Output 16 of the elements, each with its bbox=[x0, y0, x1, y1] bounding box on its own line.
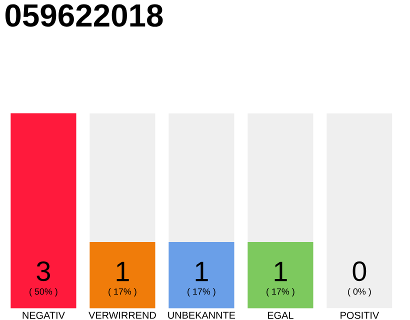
annotation: 0 bbox=[352, 261, 366, 282]
annotation: 1 bbox=[116, 262, 129, 282]
data-label: ( 17% ) bbox=[266, 288, 294, 296]
data-label: ( 50% ) bbox=[30, 288, 58, 296]
x-tick-label: VERWIRREND bbox=[88, 312, 156, 319]
data-label: ( 0% ) bbox=[348, 288, 371, 296]
chart-title: 059622018 bbox=[5, 4, 163, 27]
data-label: ( 17% ) bbox=[108, 288, 136, 296]
x-tick-label: POSITIV bbox=[340, 312, 380, 319]
x-tick-label: EGAL bbox=[268, 312, 294, 319]
annotation: 3 bbox=[36, 261, 50, 282]
x-tick-label: NEGATIV bbox=[22, 312, 65, 319]
annotation: 1 bbox=[196, 262, 208, 282]
data-label: ( 17% ) bbox=[188, 288, 216, 296]
annotation: 1 bbox=[274, 262, 287, 282]
x-tick-label: UNBEKANNTE bbox=[168, 312, 236, 319]
